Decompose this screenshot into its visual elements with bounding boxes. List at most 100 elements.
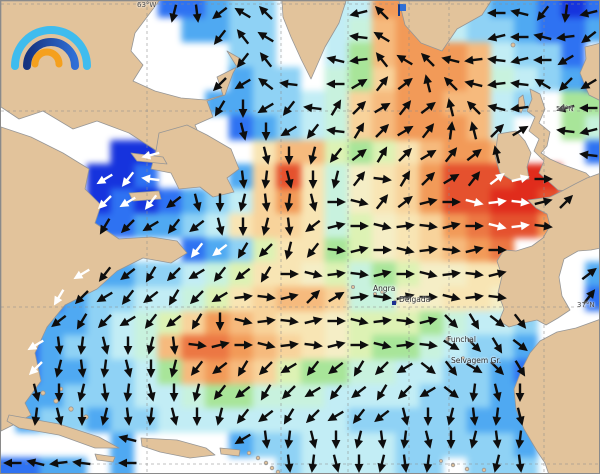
- heat-cell: [324, 335, 350, 361]
- wave-direction-arrow: [507, 1, 534, 26]
- heat-cell: [443, 42, 468, 68]
- heat-cell: [585, 1, 599, 19]
- heat-cell: [86, 310, 112, 337]
- heat-cell: [157, 457, 183, 473]
- wave-direction-arrow: [366, 68, 397, 99]
- wave-direction-arrow: [344, 69, 374, 99]
- wave-direction-arrow: [228, 45, 259, 76]
- heat-cell: [205, 1, 231, 19]
- delgada-marker[interactable]: [392, 301, 396, 305]
- heat-cell: [157, 359, 183, 385]
- heat-cell: [300, 310, 326, 337]
- land-newfoundland: [150, 124, 240, 198]
- heat-cell: [181, 66, 207, 93]
- heat-cell: [490, 1, 516, 19]
- heat-cell: [110, 139, 136, 166]
- heat-cell: [300, 335, 326, 361]
- heat-cell: [348, 17, 373, 44]
- wave-direction-arrow: [461, 71, 488, 98]
- heat-cell: [181, 188, 207, 215]
- heat-cell: [561, 139, 587, 166]
- heat-cell: [419, 432, 445, 459]
- heat-cell: [538, 42, 563, 68]
- wave-direction-arrow: [484, 23, 511, 50]
- wave-direction-arrow: [251, 45, 282, 76]
- heat-cell: [229, 17, 254, 44]
- heat-cell: [110, 286, 136, 312]
- wave-direction-arrow: [507, 47, 534, 74]
- heat-cell: [252, 408, 278, 434]
- heat-cell: [585, 139, 599, 166]
- heat-cell: [157, 17, 183, 44]
- heat-cell: [62, 457, 88, 473]
- land-africa: [513, 319, 599, 473]
- graticule-label: 63°W: [137, 1, 157, 9]
- heat-cell: [324, 66, 350, 93]
- wave-direction-arrow: [508, 72, 533, 97]
- wave-direction-arrow: [576, 1, 599, 26]
- heat-cell: [229, 237, 254, 263]
- heat-cell: [181, 335, 207, 361]
- heat-cell: [252, 66, 278, 93]
- city-label-selvagem-gr-[interactable]: Selvagem Gr.: [451, 356, 502, 365]
- heat-cell: [300, 115, 326, 141]
- heat-cell: [466, 286, 492, 312]
- wave-direction-arrow: [551, 45, 581, 75]
- city-label-funchal[interactable]: Funchal: [447, 335, 476, 344]
- heat-cell: [419, 66, 445, 93]
- wave-direction-arrow: [366, 1, 397, 28]
- land-madeira-canaries: [439, 336, 487, 473]
- wave-direction-arrow: [415, 71, 442, 98]
- wave-direction-arrow: [390, 45, 420, 75]
- iceland-flag-marker[interactable]: [398, 4, 406, 16]
- heat-cell: [205, 335, 231, 361]
- wave-direction-arrow: [366, 45, 397, 76]
- land-norway: [579, 43, 599, 101]
- graticule-label: 57°N: [556, 105, 574, 113]
- heat-cell: [181, 408, 207, 434]
- heat-cell: [229, 335, 254, 361]
- wave-direction-arrow: [345, 1, 372, 26]
- wave-direction-arrow: [251, 21, 281, 51]
- heat-cell: [443, 408, 468, 434]
- graticule-label: 37°N: [577, 301, 595, 309]
- heat-cell: [229, 213, 254, 239]
- wave-direction-arrow: [435, 68, 466, 99]
- heat-cell: [443, 91, 468, 117]
- heat-cell: [252, 17, 278, 44]
- wave-direction-arrow: [485, 48, 510, 73]
- wave-direction-arrow: [528, 1, 559, 28]
- heat-cell: [252, 335, 278, 361]
- wave-direction-arrow: [161, 1, 188, 26]
- wave-direction-arrow: [251, 1, 282, 28]
- wave-direction-arrow: [322, 47, 349, 74]
- heat-cell: [300, 383, 326, 410]
- land-greenland: [281, 1, 347, 80]
- wave-direction-arrow: [205, 1, 236, 28]
- heat-cell: [157, 42, 183, 68]
- heat-cell: [39, 457, 64, 473]
- heat-cell: [134, 383, 159, 410]
- heat-cell: [134, 408, 159, 434]
- heat-cell: [157, 383, 183, 410]
- heat-cell: [229, 457, 254, 473]
- land-hispaniola: [140, 437, 216, 459]
- city-label-delgada[interactable]: Delgada: [399, 295, 431, 304]
- heat-cell: [585, 115, 599, 141]
- wave-direction-arrow: [509, 26, 531, 48]
- heat-cell: [86, 139, 112, 166]
- land-lesser-antilles: [246, 450, 281, 473]
- wave-direction-arrow: [185, 1, 210, 25]
- city-label-angra[interactable]: Angra: [373, 284, 396, 293]
- brand-logo[interactable]: [5, 14, 97, 72]
- heat-cell: [395, 42, 421, 68]
- wave-direction-arrow: [551, 68, 582, 99]
- logo-arc-inner: [31, 48, 63, 68]
- heat-cell: [300, 408, 326, 434]
- wave-direction-arrow: [367, 21, 397, 51]
- heat-cell: [561, 261, 587, 288]
- heat-cell: [157, 66, 183, 93]
- heat-cell: [466, 383, 492, 410]
